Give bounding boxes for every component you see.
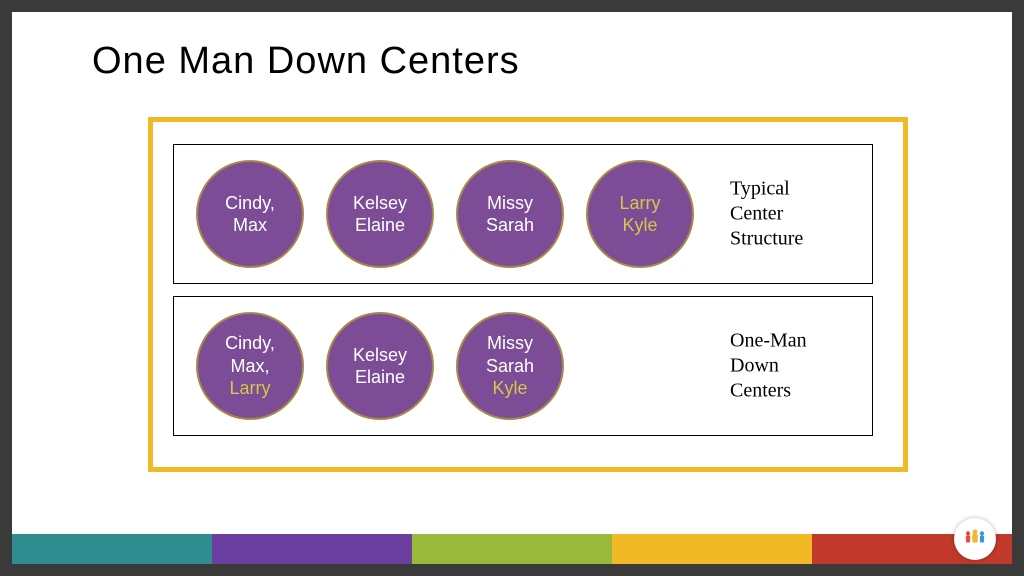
group-circle: Cindy,Max — [196, 160, 304, 268]
slide: One Man Down Centers Cindy,MaxKelseyElai… — [12, 12, 1012, 564]
row-label: TypicalCenterStructure — [730, 177, 860, 252]
row-label-line: Typical — [730, 177, 860, 202]
row-label-line: One-Man — [730, 329, 860, 354]
page-title: One Man Down Centers — [12, 12, 1012, 93]
name-label: Kyle — [492, 377, 527, 400]
row-label-line: Centers — [730, 379, 860, 404]
group-circle: Cindy,Max,Larry — [196, 312, 304, 420]
name-label: Larry — [619, 192, 660, 215]
group-circle: LarryKyle — [586, 160, 694, 268]
logo-icon — [961, 525, 989, 553]
structure-row: Cindy,Max,LarryKelseyElaineMissySarahKyl… — [173, 296, 873, 436]
name-label: Max, — [230, 355, 269, 378]
logo-badge — [954, 518, 996, 560]
name-label: Sarah — [486, 214, 534, 237]
main-container: Cindy,MaxKelseyElaineMissySarahLarryKyle… — [148, 117, 908, 472]
footer-stripe — [12, 534, 212, 564]
group-circle: KelseyElaine — [326, 160, 434, 268]
name-label: Elaine — [355, 214, 405, 237]
name-label: Cindy, — [225, 332, 275, 355]
name-label: Kelsey — [353, 192, 407, 215]
footer-stripe — [412, 534, 612, 564]
footer-stripe — [612, 534, 812, 564]
footer-stripes — [12, 534, 1012, 564]
group-circle: KelseyElaine — [326, 312, 434, 420]
name-label: Max — [233, 214, 267, 237]
row-label-line: Down — [730, 354, 860, 379]
name-label: Sarah — [486, 355, 534, 378]
row-label-line: Center — [730, 202, 860, 227]
row-label-line: Structure — [730, 227, 860, 252]
group-circle: MissySarah — [456, 160, 564, 268]
name-label: Kyle — [622, 214, 657, 237]
name-label: Larry — [229, 377, 270, 400]
structure-row: Cindy,MaxKelseyElaineMissySarahLarryKyle… — [173, 144, 873, 284]
row-label: One-ManDownCenters — [730, 329, 860, 404]
group-circle: MissySarahKyle — [456, 312, 564, 420]
name-label: Elaine — [355, 366, 405, 389]
name-label: Missy — [487, 192, 533, 215]
name-label: Cindy, — [225, 192, 275, 215]
footer-stripe — [212, 534, 412, 564]
name-label: Missy — [487, 332, 533, 355]
circles-group: Cindy,MaxKelseyElaineMissySarahLarryKyle — [174, 160, 694, 268]
circles-group: Cindy,Max,LarryKelseyElaineMissySarahKyl… — [174, 312, 564, 420]
name-label: Kelsey — [353, 344, 407, 367]
